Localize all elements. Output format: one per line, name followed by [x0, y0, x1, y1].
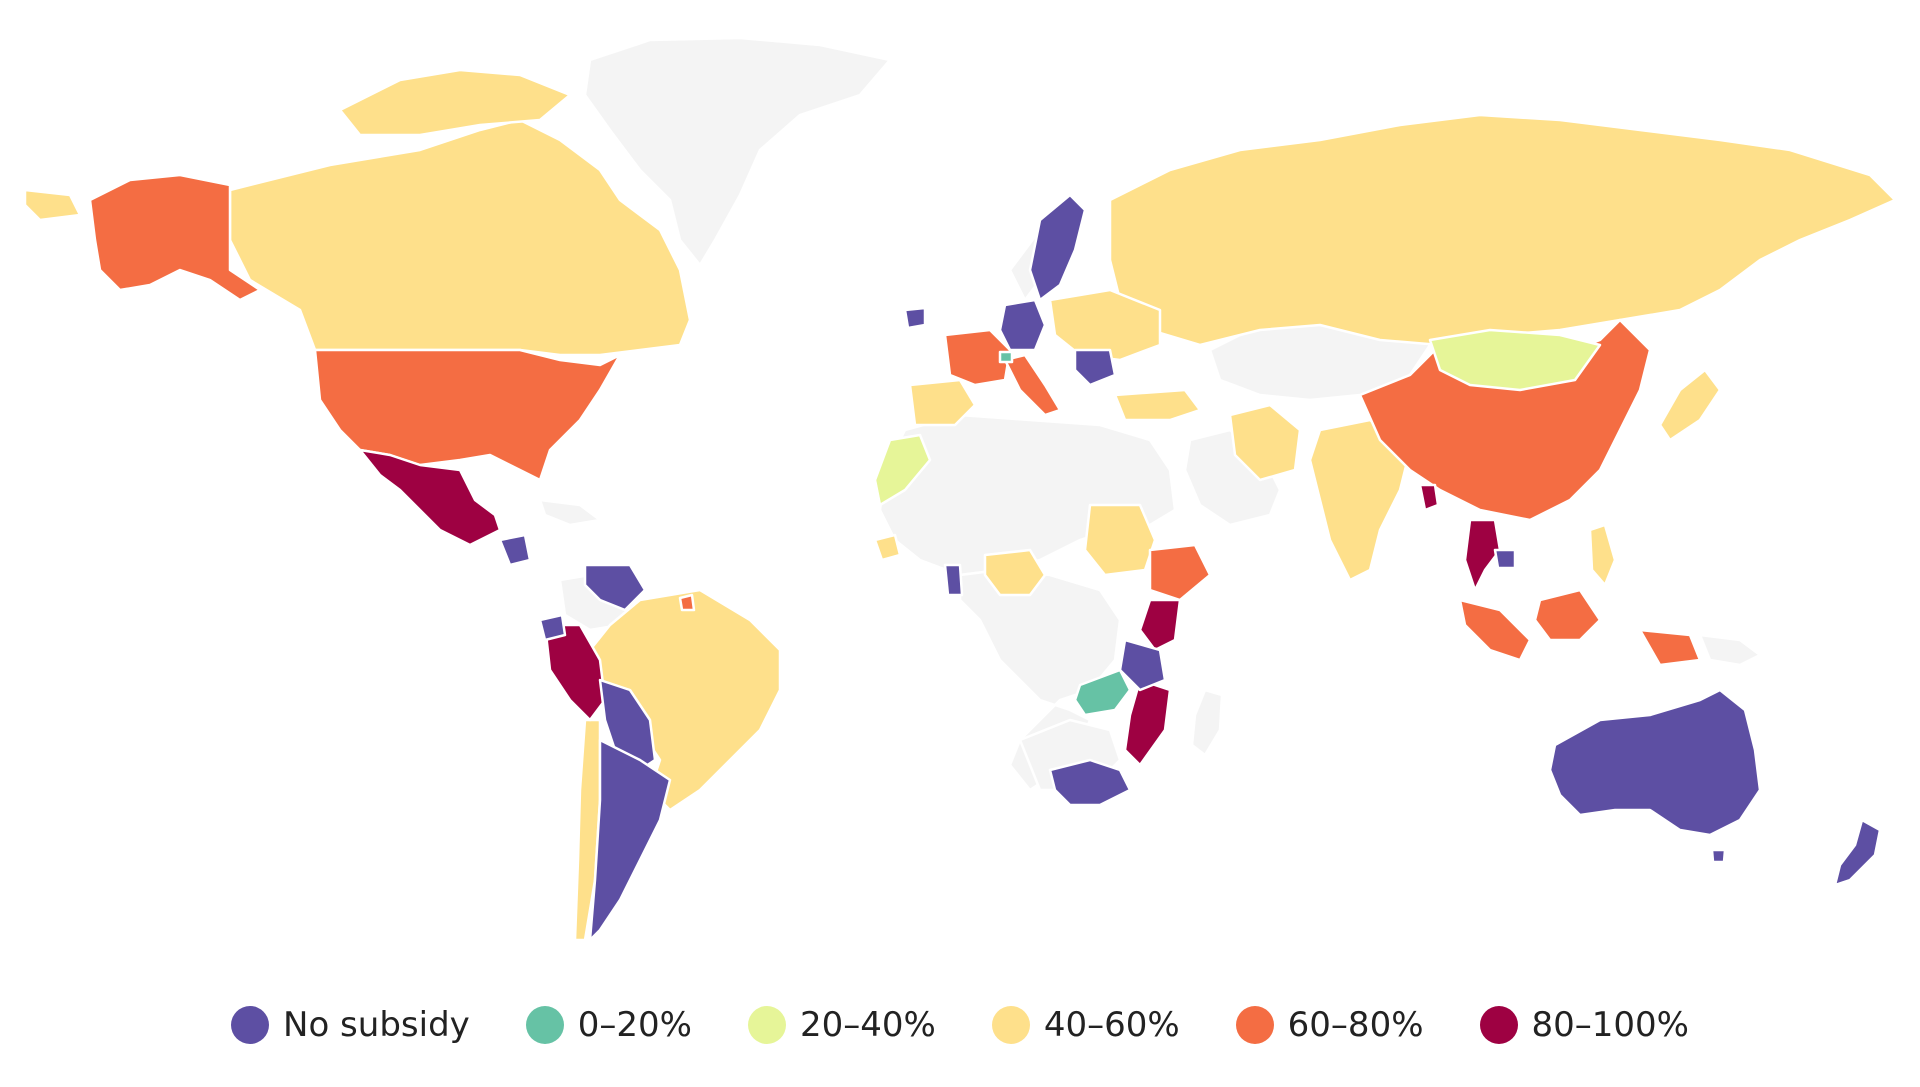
region-sweden: [1028, 193, 1087, 302]
region-peru: [543, 623, 607, 722]
legend-item-40-60: 40–60%: [991, 1005, 1180, 1045]
legend-swatch: [1479, 1006, 1518, 1044]
legend-label: 60–80%: [1287, 1005, 1424, 1045]
band-80-100-regions: [358, 448, 1502, 767]
region-indonesia-borneo: [1533, 588, 1602, 642]
region-venezuela: [583, 563, 647, 612]
no-subsidy-regions: [498, 193, 1882, 942]
region-mozambique: [1123, 678, 1172, 767]
region-philippines: [1588, 523, 1617, 587]
region-mongolia: [1428, 328, 1602, 392]
region-japan: [1658, 368, 1722, 442]
region-ecuador: [538, 613, 567, 642]
legend-label: 40–60%: [1043, 1005, 1180, 1045]
legend-swatch: [747, 1006, 786, 1044]
region-nigeria: [983, 548, 1047, 597]
region-iran: [1228, 403, 1302, 482]
world-map-svg: [23, 36, 1897, 942]
region-tanzania: [1118, 638, 1167, 692]
legend-item-no-subsidy: No subsidy: [231, 1005, 470, 1045]
band-0-20-regions: [998, 350, 1132, 717]
region-aleutians: [23, 188, 82, 222]
legend-swatch: [525, 1006, 564, 1044]
region-mexico: [358, 448, 502, 547]
region-new-zealand: [1833, 818, 1882, 887]
legend-item-20-40: 20–40%: [747, 1005, 936, 1045]
region-ireland: [903, 306, 927, 330]
legend-label: 80–100%: [1531, 1005, 1689, 1045]
region-germany: [998, 298, 1047, 352]
region-ghana: [943, 563, 964, 597]
region-australia: [1548, 688, 1762, 837]
legend-swatch: [1235, 1006, 1274, 1044]
region-thailand: [1463, 518, 1502, 592]
region-zambia: [1073, 668, 1132, 717]
legend-label: 20–40%: [799, 1005, 936, 1045]
region-morocco: [873, 433, 932, 507]
region-russia: [1108, 113, 1897, 347]
legend-label: 0–20%: [577, 1005, 692, 1045]
region-indonesia-east: [1638, 628, 1702, 667]
region-central-america: [498, 533, 532, 567]
legend-item-0-20: 0–20%: [525, 1005, 692, 1045]
region-spain: [908, 378, 977, 427]
region-greenland: [583, 36, 892, 267]
region-west-africa: [873, 533, 902, 562]
region-france: [943, 328, 1012, 387]
region-alaska: [88, 173, 262, 302]
legend-swatch: [991, 1006, 1030, 1044]
region-bangladesh: [1418, 483, 1440, 512]
region-sudan: [1083, 503, 1157, 577]
region-romania: [1073, 348, 1117, 387]
region-italy: [1003, 353, 1062, 417]
world-map: [23, 36, 1897, 942]
region-turkey: [1113, 388, 1202, 422]
legend-item-60-80: 60–80%: [1235, 1005, 1424, 1045]
region-usa: [313, 348, 622, 482]
region-kenya: [1138, 598, 1182, 652]
legend-swatch: [231, 1006, 270, 1044]
region-suriname: [678, 593, 696, 612]
region-caribbean: [538, 498, 602, 527]
region-cambodia: [1493, 548, 1517, 570]
region-indonesia: [1458, 598, 1532, 662]
legend: No subsidy 0–20% 20–40% 40–60% 60–80% 80…: [0, 990, 1920, 1060]
legend-item-80-100: 80–100%: [1479, 1005, 1689, 1045]
region-tasmania: [1710, 848, 1727, 864]
region-ethiopia: [1148, 543, 1212, 602]
region-madagascar: [1190, 688, 1224, 757]
region-argentina: [588, 738, 672, 942]
region-png: [1698, 633, 1762, 667]
region-canada-arctic: [338, 68, 572, 137]
region-south-africa: [1048, 758, 1132, 807]
region-eastern-europe: [1048, 288, 1162, 362]
legend-label: No subsidy: [283, 1005, 470, 1045]
band-40-60-regions: [23, 68, 1897, 942]
band-20-40-regions: [873, 328, 1602, 507]
region-switzerland: [998, 350, 1014, 364]
region-canada: [228, 118, 692, 357]
